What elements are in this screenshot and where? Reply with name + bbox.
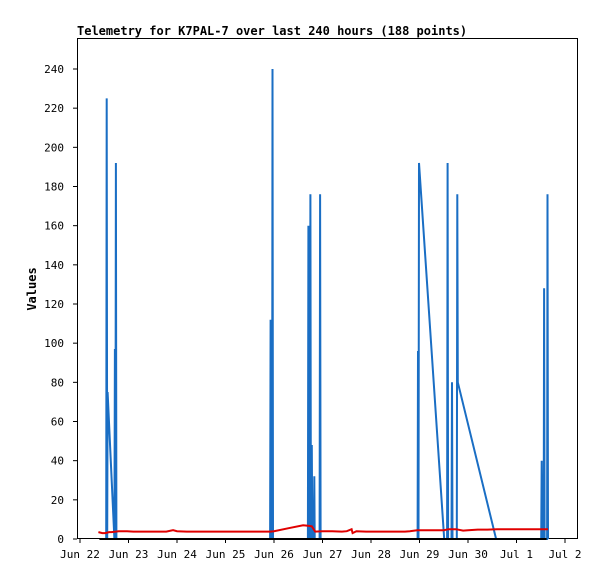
x-tick-label: Jun 24 xyxy=(157,548,197,561)
x-tick-label: Jun 25 xyxy=(206,548,246,561)
x-tick-label: Jun 30 xyxy=(448,548,488,561)
y-tick-label: 40 xyxy=(51,455,64,468)
y-tick-label: 140 xyxy=(44,259,64,272)
y-tick-label: 20 xyxy=(51,494,64,507)
y-tick-label: 120 xyxy=(44,298,64,311)
x-tick-label: Jul 1 xyxy=(500,548,533,561)
chart-title: Telemetry for K7PAL-7 over last 240 hour… xyxy=(77,24,467,38)
x-tick-label: Jun 29 xyxy=(400,548,440,561)
y-axis: 0 20 40 60 80 100 120 140 160 180 200 220 240 xyxy=(44,63,77,546)
y-tick-label: 0 xyxy=(57,533,64,546)
y-tick-label: 160 xyxy=(44,220,64,233)
x-tick-label: Jun 27 xyxy=(303,548,343,561)
x-tick-label: Jun 22 xyxy=(60,548,100,561)
y-tick-label: 180 xyxy=(44,181,64,194)
y-tick-label: 220 xyxy=(44,102,64,115)
x-tick-label: Jun 28 xyxy=(351,548,391,561)
x-axis: Jun 22 Jun 23 Jun 24 Jun 25 Jun 26 Jun 27 Jun … xyxy=(60,539,582,561)
series-line-2 xyxy=(98,524,548,535)
y-tick-label: 240 xyxy=(44,63,64,76)
y-tick-label: 80 xyxy=(51,376,64,389)
y-tick-label: 200 xyxy=(44,141,64,154)
x-tick-label: Jul 2 xyxy=(548,548,581,561)
plot-frame xyxy=(77,38,578,539)
x-tick-label: Jun 23 xyxy=(109,548,149,561)
y-tick-label: 60 xyxy=(51,416,64,429)
x-tick-label: Jun 26 xyxy=(254,548,294,561)
y-tick-label: 100 xyxy=(44,337,64,350)
y-axis-label: Values xyxy=(25,267,39,310)
